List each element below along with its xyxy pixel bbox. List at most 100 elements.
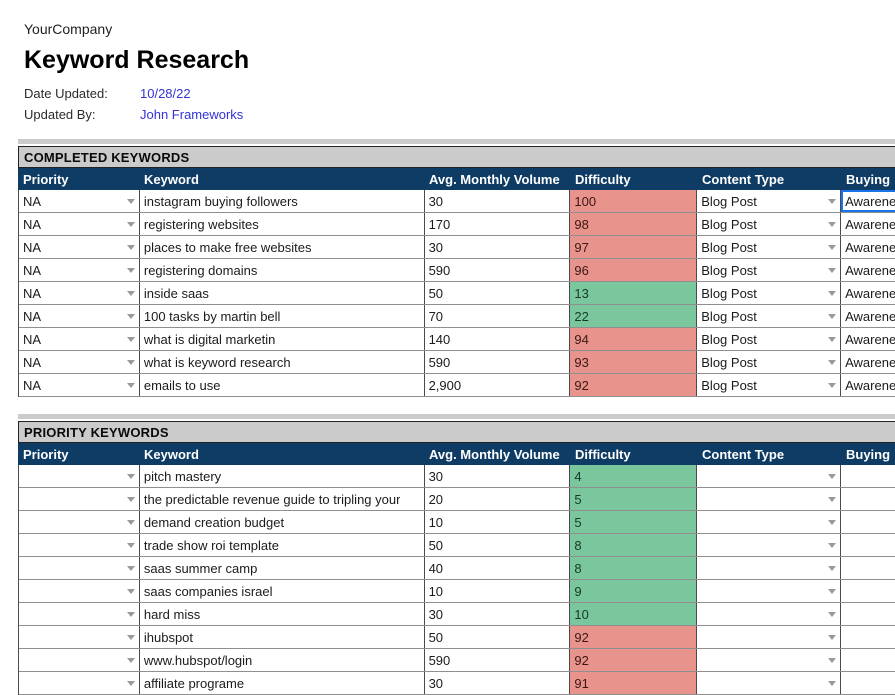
dropdown-arrow-icon[interactable] [126, 473, 135, 479]
difficulty-cell[interactable]: 93 [570, 351, 698, 373]
priority-cell[interactable]: NA [19, 282, 140, 304]
content-type-cell[interactable]: Blog Post [697, 374, 842, 396]
difficulty-cell[interactable]: 94 [570, 328, 698, 350]
buying-stage-cell[interactable] [841, 603, 895, 625]
content-type-cell[interactable]: Blog Post [697, 351, 842, 373]
buying-stage-cell[interactable] [841, 534, 895, 556]
content-type-cell[interactable] [697, 465, 842, 487]
difficulty-cell[interactable]: 13 [570, 282, 698, 304]
dropdown-arrow-icon[interactable] [828, 634, 837, 640]
dropdown-arrow-icon[interactable] [126, 565, 135, 571]
keyword-cell[interactable]: 100 tasks by martin bell [140, 305, 425, 327]
buying-stage-cell[interactable] [841, 511, 895, 533]
dropdown-arrow-icon[interactable] [828, 473, 837, 479]
content-type-cell[interactable]: Blog Post [697, 305, 842, 327]
content-type-cell[interactable]: Blog Post [697, 282, 842, 304]
priority-cell[interactable] [19, 511, 140, 533]
volume-cell[interactable]: 50 [425, 626, 571, 648]
priority-cell[interactable]: NA [19, 305, 140, 327]
content-type-cell[interactable] [697, 626, 842, 648]
buying-stage-cell[interactable] [841, 580, 895, 602]
keyword-cell[interactable]: inside saas [140, 282, 425, 304]
volume-cell[interactable]: 170 [425, 213, 571, 235]
buying-stage-cell[interactable]: Awareness [841, 305, 895, 327]
keyword-cell[interactable]: www.hubspot/login [140, 649, 425, 671]
buying-stage-cell[interactable]: Awareness [841, 190, 895, 212]
dropdown-arrow-icon[interactable] [126, 611, 135, 617]
volume-cell[interactable]: 50 [425, 282, 571, 304]
dropdown-arrow-icon[interactable] [828, 565, 837, 571]
dropdown-arrow-icon[interactable] [126, 496, 135, 502]
dropdown-arrow-icon[interactable] [828, 336, 837, 342]
priority-cell[interactable]: NA [19, 259, 140, 281]
dropdown-arrow-icon[interactable] [828, 313, 837, 319]
content-type-cell[interactable] [697, 534, 842, 556]
difficulty-cell[interactable]: 92 [570, 649, 698, 671]
keyword-cell[interactable]: places to make free websites [140, 236, 425, 258]
dropdown-arrow-icon[interactable] [828, 611, 837, 617]
dropdown-arrow-icon[interactable] [828, 496, 837, 502]
priority-cell[interactable]: NA [19, 190, 140, 212]
keyword-cell[interactable]: emails to use [140, 374, 425, 396]
dropdown-arrow-icon[interactable] [126, 290, 135, 296]
volume-cell[interactable]: 590 [425, 351, 571, 373]
dropdown-arrow-icon[interactable] [126, 680, 135, 686]
difficulty-cell[interactable]: 92 [570, 626, 698, 648]
volume-cell[interactable]: 10 [425, 580, 571, 602]
volume-cell[interactable]: 30 [425, 465, 571, 487]
dropdown-arrow-icon[interactable] [828, 657, 837, 663]
dropdown-arrow-icon[interactable] [828, 542, 837, 548]
dropdown-arrow-icon[interactable] [828, 221, 837, 227]
priority-cell[interactable]: NA [19, 374, 140, 396]
dropdown-arrow-icon[interactable] [828, 382, 837, 388]
volume-cell[interactable]: 20 [425, 488, 571, 510]
dropdown-arrow-icon[interactable] [126, 542, 135, 548]
difficulty-cell[interactable]: 22 [570, 305, 698, 327]
content-type-cell[interactable]: Blog Post [697, 190, 842, 212]
content-type-cell[interactable]: Blog Post [697, 213, 842, 235]
volume-cell[interactable]: 30 [425, 603, 571, 625]
date-updated-value[interactable]: 10/28/22 [140, 86, 191, 101]
priority-cell[interactable] [19, 603, 140, 625]
dropdown-arrow-icon[interactable] [828, 244, 837, 250]
buying-stage-cell[interactable] [841, 465, 895, 487]
buying-stage-cell[interactable] [841, 672, 895, 694]
buying-stage-cell[interactable]: Awareness [841, 328, 895, 350]
keyword-cell[interactable]: pitch mastery [140, 465, 425, 487]
keyword-cell[interactable]: hard miss [140, 603, 425, 625]
dropdown-arrow-icon[interactable] [828, 519, 837, 525]
difficulty-cell[interactable]: 5 [570, 488, 698, 510]
priority-cell[interactable] [19, 534, 140, 556]
content-type-cell[interactable] [697, 603, 842, 625]
buying-stage-cell[interactable]: Awareness [841, 282, 895, 304]
priority-cell[interactable] [19, 580, 140, 602]
difficulty-cell[interactable]: 97 [570, 236, 698, 258]
dropdown-arrow-icon[interactable] [126, 588, 135, 594]
keyword-cell[interactable]: what is digital marketin [140, 328, 425, 350]
difficulty-cell[interactable]: 4 [570, 465, 698, 487]
buying-stage-cell[interactable] [841, 649, 895, 671]
difficulty-cell[interactable]: 96 [570, 259, 698, 281]
difficulty-cell[interactable]: 9 [570, 580, 698, 602]
buying-stage-cell[interactable] [841, 557, 895, 579]
priority-cell[interactable]: NA [19, 213, 140, 235]
difficulty-cell[interactable]: 10 [570, 603, 698, 625]
buying-stage-cell[interactable]: Awareness [841, 351, 895, 373]
volume-cell[interactable]: 50 [425, 534, 571, 556]
keyword-cell[interactable]: ihubspot [140, 626, 425, 648]
difficulty-cell[interactable]: 8 [570, 534, 698, 556]
volume-cell[interactable]: 140 [425, 328, 571, 350]
content-type-cell[interactable] [697, 557, 842, 579]
content-type-cell[interactable]: Blog Post [697, 259, 842, 281]
content-type-cell[interactable] [697, 649, 842, 671]
dropdown-arrow-icon[interactable] [126, 198, 135, 204]
keyword-cell[interactable]: instagram buying followers [140, 190, 425, 212]
volume-cell[interactable]: 40 [425, 557, 571, 579]
updated-by-value[interactable]: John Frameworks [140, 107, 244, 122]
keyword-cell[interactable]: registering domains [140, 259, 425, 281]
volume-cell[interactable]: 30 [425, 190, 571, 212]
priority-cell[interactable]: NA [19, 328, 140, 350]
buying-stage-cell[interactable]: Awareness [841, 213, 895, 235]
priority-cell[interactable] [19, 626, 140, 648]
dropdown-arrow-icon[interactable] [126, 336, 135, 342]
